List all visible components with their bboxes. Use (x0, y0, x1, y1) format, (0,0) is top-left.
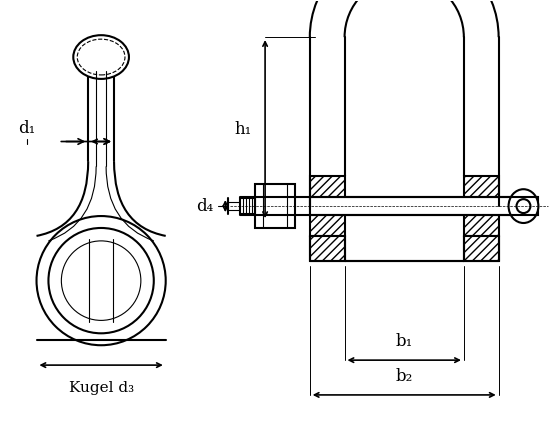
Text: b₂: b₂ (396, 368, 413, 385)
Bar (310, 197, 538, 215)
Ellipse shape (508, 189, 538, 223)
Bar (464, 236, 499, 261)
Text: d₄: d₄ (196, 198, 213, 215)
Bar (310, 236, 345, 261)
Bar (464, 176, 499, 236)
Text: d₁: d₁ (18, 120, 35, 136)
Bar (255, 184, 295, 228)
Bar (310, 176, 345, 236)
Bar (240, 198, 255, 214)
Text: b₁: b₁ (396, 333, 413, 350)
Text: h₁: h₁ (234, 120, 251, 137)
Text: Kugel d₃: Kugel d₃ (69, 381, 134, 395)
